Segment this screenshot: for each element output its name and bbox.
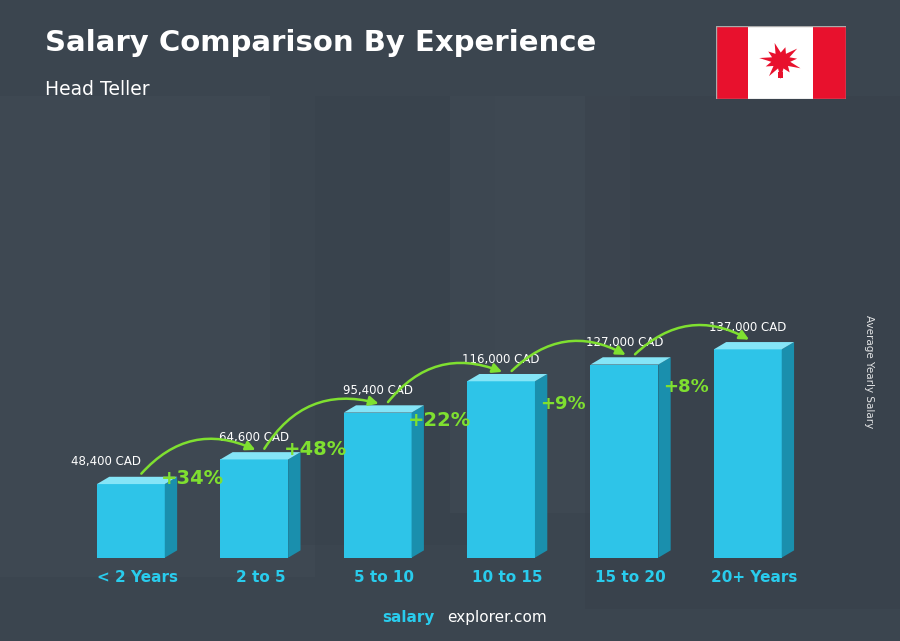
Polygon shape [760,43,800,79]
Polygon shape [288,452,301,558]
Polygon shape [714,342,794,349]
Polygon shape [165,477,177,558]
Text: Salary Comparison By Experience: Salary Comparison By Experience [45,29,596,57]
Polygon shape [411,405,424,558]
Text: explorer.com: explorer.com [447,610,547,625]
Text: < 2 Years: < 2 Years [96,570,177,585]
Text: 95,400 CAD: 95,400 CAD [343,384,412,397]
Text: 64,600 CAD: 64,600 CAD [220,431,289,444]
Text: +22%: +22% [408,411,471,429]
Bar [716,26,748,99]
Text: 10 to 15: 10 to 15 [472,570,543,585]
Polygon shape [467,381,535,558]
Bar [450,96,630,513]
Text: 137,000 CAD: 137,000 CAD [709,320,787,334]
Bar [814,26,846,99]
Polygon shape [590,357,670,365]
Text: 2 to 5: 2 to 5 [236,570,285,585]
Polygon shape [658,357,670,558]
Bar [270,96,495,545]
Polygon shape [467,374,547,381]
Text: +9%: +9% [540,394,586,413]
Polygon shape [535,374,547,558]
Polygon shape [590,365,658,558]
Text: salary: salary [382,610,435,625]
Bar [0,96,315,577]
Bar [748,26,814,99]
Text: 116,000 CAD: 116,000 CAD [463,353,540,365]
Polygon shape [714,349,782,558]
Text: 15 to 20: 15 to 20 [595,570,666,585]
Polygon shape [778,72,783,78]
Polygon shape [97,484,165,558]
Text: 20+ Years: 20+ Years [711,570,797,585]
Polygon shape [344,413,411,558]
Polygon shape [220,452,301,460]
Polygon shape [97,477,177,484]
Text: Head Teller: Head Teller [45,80,149,99]
Polygon shape [220,460,288,558]
Polygon shape [782,342,794,558]
Text: Average Yearly Salary: Average Yearly Salary [863,315,874,428]
Text: 5 to 10: 5 to 10 [354,570,414,585]
Polygon shape [344,405,424,413]
Text: +48%: +48% [284,440,347,459]
Text: 48,400 CAD: 48,400 CAD [71,456,141,469]
Bar [585,96,900,609]
Text: +8%: +8% [663,378,709,396]
Text: 127,000 CAD: 127,000 CAD [586,336,663,349]
Text: +34%: +34% [161,469,224,488]
